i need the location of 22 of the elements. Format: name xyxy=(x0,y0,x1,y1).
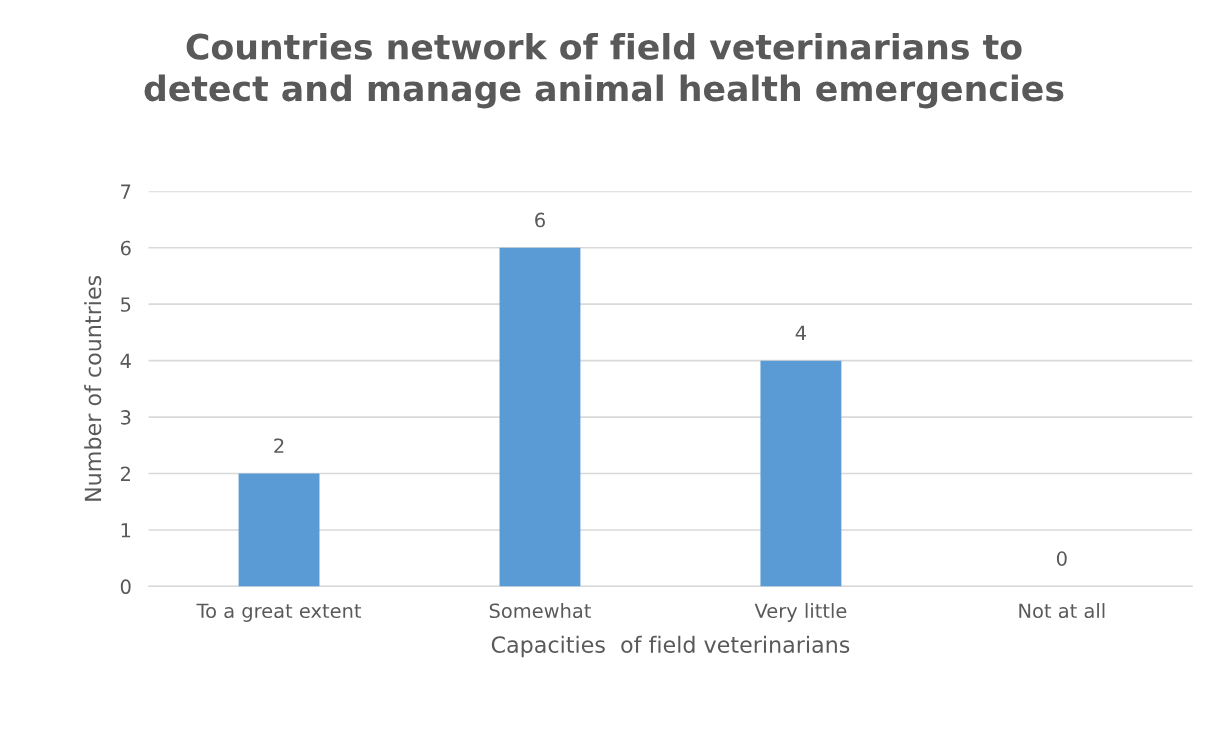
bar xyxy=(499,247,581,587)
y-tick-label: 6 xyxy=(120,240,131,256)
y-tick-label: 0 xyxy=(120,579,131,595)
y-tick-label: 3 xyxy=(121,410,131,425)
data-label: 2 xyxy=(274,438,284,453)
y-tick-label: 2 xyxy=(120,466,130,481)
chart-title: Countries network of field veterinarians to detect and manage animal health emergencies xyxy=(144,32,1064,109)
y-tick-label: 7 xyxy=(121,184,131,199)
data-label: 6 xyxy=(535,212,545,228)
y-tick-label: 5 xyxy=(121,297,131,312)
data-label: 4 xyxy=(795,325,806,340)
x-tick-label: Not at all xyxy=(1019,603,1105,619)
y-axis-title: Number of countries xyxy=(84,275,102,501)
y-tick-label: 4 xyxy=(120,353,131,369)
data-label: 0 xyxy=(1056,551,1067,566)
bar xyxy=(760,360,842,587)
x-axis-title: Capacities of field veterinarians xyxy=(491,635,850,658)
y-tick-label: 1 xyxy=(121,523,131,538)
x-tick-label: Very little xyxy=(754,603,847,622)
bar xyxy=(238,473,320,587)
x-tick-label: Somewhat xyxy=(489,603,591,619)
x-tick-label: To a great extent xyxy=(196,603,362,622)
